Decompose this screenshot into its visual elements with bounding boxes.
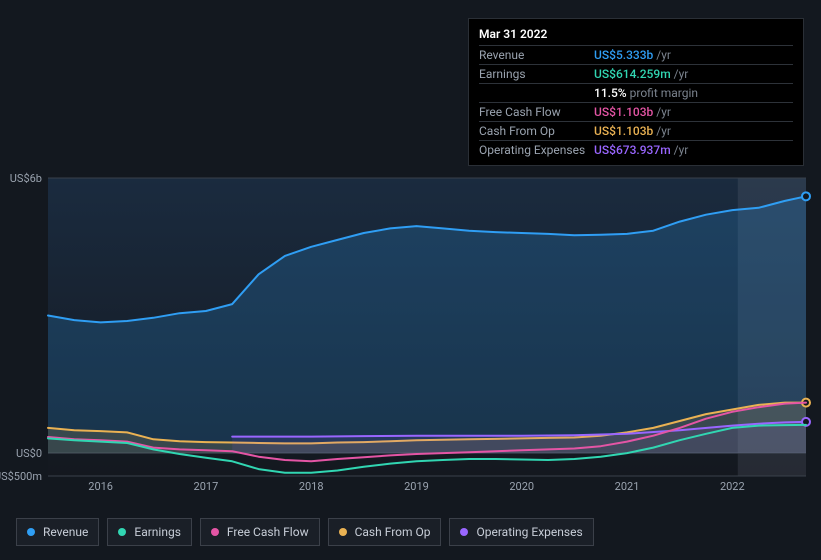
tooltip-row: EarningsUS$614.259m/yr: [479, 64, 793, 83]
legend-item-label: Free Cash Flow: [227, 525, 309, 539]
tooltip-row-unit: /yr: [674, 67, 689, 81]
tooltip-row-value: US$673.937m: [594, 143, 671, 157]
legend-item[interactable]: Earnings: [107, 518, 192, 546]
y-axis-tick-label: -US$500m: [0, 470, 42, 483]
y-axis-tick-label: US$0: [16, 447, 42, 460]
tooltip-row-unit: profit margin: [630, 86, 698, 100]
tooltip-row-unit: /yr: [656, 105, 671, 119]
tooltip-row-unit: /yr: [656, 48, 671, 62]
legend-item[interactable]: Operating Expenses: [449, 518, 593, 546]
legend-item-label: Cash From Op: [355, 525, 431, 539]
tooltip-row-value: US$614.259m: [594, 67, 671, 81]
tooltip-row-label: Operating Expenses: [479, 142, 594, 158]
legend-dot-icon: [118, 528, 126, 536]
tooltip-date: Mar 31 2022: [479, 25, 793, 45]
chart-tooltip: Mar 31 2022 RevenueUS$5.333b/yrEarningsU…: [468, 18, 804, 166]
x-axis-tick-label: 2018: [299, 480, 324, 493]
tooltip-row: Cash From OpUS$1.103b/yr: [479, 121, 793, 140]
x-axis-tick-label: 2022: [720, 480, 745, 493]
legend-dot-icon: [27, 528, 35, 536]
tooltip-row: RevenueUS$5.333b/yr: [479, 45, 793, 64]
x-axis-tick-label: 2020: [509, 480, 534, 493]
tooltip-row-label: Cash From Op: [479, 123, 594, 139]
legend-item[interactable]: Free Cash Flow: [200, 518, 320, 546]
tooltip-row-label: Revenue: [479, 47, 594, 63]
tooltip-row-label: [479, 85, 594, 101]
x-axis-tick-label: 2017: [194, 480, 219, 493]
tooltip-row: Free Cash FlowUS$1.103b/yr: [479, 102, 793, 121]
tooltip-row-value: US$5.333b: [594, 48, 653, 62]
x-axis-tick-label: 2019: [404, 480, 429, 493]
legend-dot-icon: [339, 528, 347, 536]
tooltip-row-value: US$1.103b: [594, 105, 653, 119]
legend-item[interactable]: Cash From Op: [328, 518, 442, 546]
legend-item-label: Operating Expenses: [476, 525, 582, 539]
tooltip-row-unit: /yr: [656, 124, 671, 138]
legend-dot-icon: [460, 528, 468, 536]
x-axis-tick-label: 2016: [88, 480, 113, 493]
x-axis-tick-label: 2021: [615, 480, 640, 493]
legend-item-label: Earnings: [134, 525, 181, 539]
chart-legend: Revenue Earnings Free Cash Flow Cash From O…: [16, 518, 594, 546]
tooltip-row-unit: /yr: [674, 143, 689, 157]
legend-dot-icon: [211, 528, 219, 536]
legend-item-label: Revenue: [43, 525, 88, 539]
tooltip-row: 11.5%profit margin: [479, 83, 793, 102]
tooltip-row-value: 11.5%: [594, 86, 627, 100]
tooltip-row-label: Earnings: [479, 66, 594, 82]
tooltip-row-value: US$1.103b: [594, 124, 653, 138]
financials-chart: US$6b US$0 -US$500m 2016 2017 2018 2019 2020 202…: [0, 160, 821, 500]
tooltip-row-label: Free Cash Flow: [479, 104, 594, 120]
legend-item[interactable]: Revenue: [16, 518, 99, 546]
tooltip-row: Operating ExpensesUS$673.937m/yr: [479, 140, 793, 159]
y-axis-tick-label: US$6b: [10, 172, 42, 185]
